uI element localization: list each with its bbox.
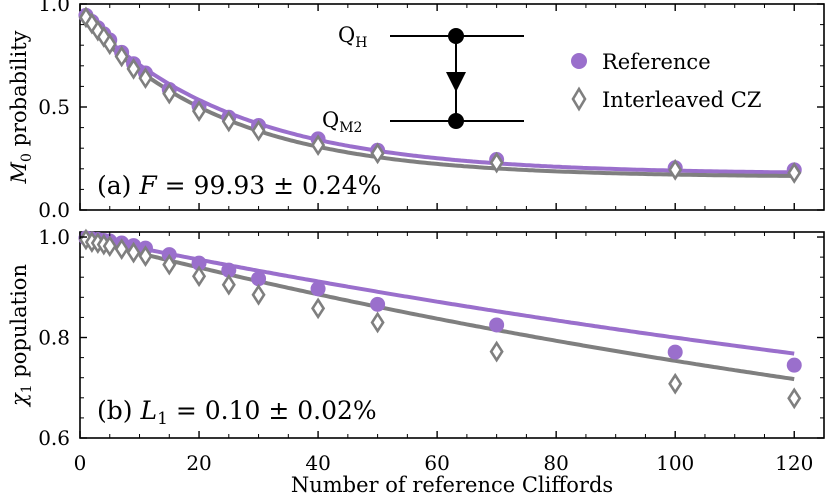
panel-a-ylabel-subscript: 0: [19, 153, 35, 162]
panel-b-annotation: (b) L1 = 0.10 ± 0.02%: [97, 396, 377, 429]
panel-b-annotation-value: = 0.10 ± 0.02%: [168, 396, 377, 425]
panel-b-ylabel-text: population: [7, 264, 31, 384]
legend-interleaved-marker: [571, 86, 587, 112]
panel-b-ytick-label: 0.6: [38, 426, 70, 450]
legend-reference-label: Reference: [602, 50, 711, 74]
panel-b-interleaved-point: [787, 387, 802, 410]
x-axis-ticks: 0 20 40 60 80 100 120: [74, 4, 813, 475]
panel-a-interleaved-point: [126, 57, 141, 80]
x-tick-label: 100: [656, 451, 694, 475]
panel-b-y-ticks: 0.6 0.8 1.0: [38, 225, 824, 450]
panel-a-ylabel-symbol: M: [7, 162, 31, 185]
circuit-control-dot-top: [448, 28, 464, 44]
panel-a-points: [78, 6, 802, 184]
panel-a-ytick-label: 1.0: [38, 0, 70, 16]
circuit-label-qm2-letter: Q: [322, 108, 339, 132]
panel-a-ytick-label: 0.0: [38, 198, 70, 222]
circuit-arrow-icon: [446, 72, 466, 92]
panel-b-ytick-label: 1.0: [38, 225, 70, 249]
panel-b-fit-reference: [82, 234, 795, 356]
circuit-label-qh-sub: H: [355, 35, 367, 51]
panel-b-interleaved-point: [489, 340, 504, 363]
panel-a-interleaved-point: [221, 110, 236, 133]
panel-b-reference-point: [667, 344, 683, 360]
panel-b-interleaved-point: [370, 311, 385, 334]
panel-b-reference-point: [191, 255, 207, 271]
panel-b-reference-point: [370, 296, 386, 312]
x-tick-label: 120: [775, 451, 813, 475]
panel-b-interleaved-point: [668, 372, 683, 395]
circuit-diagram: QH QM2: [322, 23, 524, 136]
panel-b-interleaved-point: [138, 245, 153, 268]
panel-a-interleaved-point: [787, 162, 802, 184]
legend-interleaved-label: Interleaved CZ: [602, 88, 761, 112]
panel-b-interleaved-point: [114, 238, 129, 260]
panel-b-interleaved-point: [191, 265, 207, 288]
panel-b-interleaved-point: [311, 297, 326, 320]
panel-b-reference-point: [489, 317, 505, 333]
panel-b-interleaved-point: [221, 273, 236, 296]
panel-b-interleaved-point: [126, 241, 141, 264]
panel-a-annotation: (a) F = 99.93 ± 0.24%: [97, 171, 381, 200]
panel-b-annotation-prefix: (b): [97, 396, 140, 425]
circuit-label-qm2: QM2: [322, 108, 362, 136]
panel-a-ylabel: M0 probability: [7, 30, 35, 184]
panel-b-fit-curves: [82, 234, 795, 382]
panel-a-interleaved-point: [102, 33, 117, 56]
panel-a-interleaved-point: [191, 100, 207, 123]
panel-b-ytick-label: 0.8: [38, 326, 70, 350]
panel-b-points: [78, 228, 802, 410]
panel-a-interleaved-point: [114, 45, 129, 68]
panel-a-interleaved-point: [311, 134, 326, 157]
panel-b-ylabel-symbol: χ: [7, 392, 31, 408]
panel-a-interleaved-point: [251, 119, 266, 142]
panel-a-interleaved-point: [370, 142, 385, 165]
panel-a-interleaved-point: [668, 158, 683, 181]
legend: Reference Interleaved CZ: [571, 50, 761, 112]
x-tick-label: 0: [74, 451, 87, 475]
panel-b-annotation-symbol: L: [139, 396, 157, 425]
panel-a-y-ticks: 0.0 0.5 1.0: [38, 0, 824, 222]
panel-a-interleaved-point: [138, 67, 153, 90]
x-tick-label: 20: [186, 451, 211, 475]
x-tick-label: 60: [424, 451, 449, 475]
panel-b-interleaved-point: [102, 235, 117, 257]
panel-b-ylabel-subscript: 1: [19, 384, 35, 393]
panel-a-annotation-symbol: F: [138, 171, 158, 200]
x-tick-label: 40: [305, 451, 330, 475]
panel-a: 0.0 0.5 1.0 M0 probability (a) F = 99.93 ±…: [7, 0, 825, 222]
panel-a-annotation-value: = 99.93 ± 0.24%: [157, 171, 382, 200]
panel-b-reference-point: [786, 357, 802, 373]
panel-b-reference-point: [251, 271, 267, 287]
panel-b-interleaved-point: [162, 253, 177, 276]
panel-a-ytick-label: 0.5: [38, 95, 70, 119]
x-axis-label: Number of reference Cliffords: [291, 473, 613, 496]
panel-b-reference-point: [221, 262, 237, 278]
panel-b-ylabel: χ1 population: [7, 264, 35, 408]
panel-b-reference-point: [310, 281, 326, 297]
circuit-control-dot-bottom: [448, 113, 464, 129]
panel-b: 0.60.81.0 χ1 population (b) L1 = 0.10 ± …: [7, 225, 825, 450]
panel-a-interleaved-point: [162, 82, 177, 105]
panel-a-ylabel-text: probability: [7, 30, 31, 153]
circuit-label-qm2-sub: M2: [339, 120, 362, 136]
panel-a-interleaved-point: [489, 151, 504, 174]
panel-b-annotation-subscript: 1: [157, 409, 168, 429]
circuit-label-qh: QH: [338, 23, 367, 51]
circuit-label-qh-letter: Q: [338, 23, 355, 47]
x-tick-label: 80: [543, 451, 568, 475]
panel-b-frame: [79, 231, 825, 439]
legend-reference-marker: [571, 53, 587, 69]
panel-b-interleaved-point: [251, 283, 266, 306]
panel-a-annotation-prefix: (a): [97, 171, 139, 200]
